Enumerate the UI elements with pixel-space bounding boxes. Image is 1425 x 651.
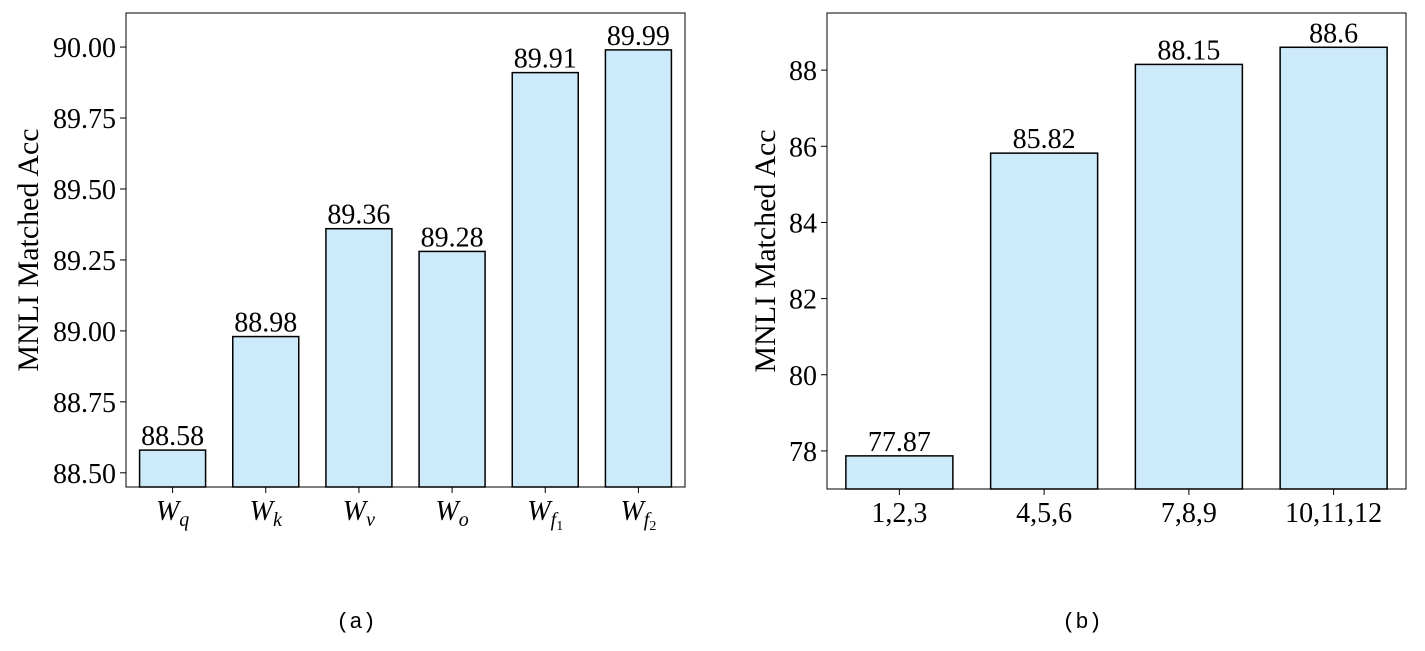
y-tick-label: 82 (789, 285, 817, 316)
x-tick-label: 10,11,12 (1285, 498, 1382, 529)
panel-caption: (b) (1062, 610, 1102, 635)
chart-panel-a: 88.58 88.98 89.36 89.28 89.91 89.99 88.50 88.75… (12, 12, 686, 635)
y-tick-label: 88 (789, 56, 817, 87)
y-tick-label: 88.50 (53, 459, 116, 490)
bar (232, 335, 300, 488)
y-tick-label: 89.00 (53, 317, 116, 348)
y-tick-label: 89.75 (53, 104, 116, 135)
x-tick-label: Wk (250, 496, 283, 531)
bar (989, 152, 1099, 490)
x-tick-label: Wq (156, 496, 189, 531)
x-tick-label: 7,8,9 (1161, 498, 1217, 529)
chart-panel-b: 77.87 85.82 88.15 88.6 78 80 82 84 86 88 1,2,3 4,5,… (749, 12, 1407, 635)
y-tick-label: 86 (789, 132, 817, 163)
y-tick-label: 88.75 (53, 388, 116, 419)
bar (845, 455, 954, 490)
data-label: 89.28 (421, 222, 484, 253)
x-tick-label: 4,5,6 (1016, 498, 1072, 529)
data-label: 88.98 (234, 308, 297, 339)
data-label: 88.58 (141, 421, 204, 452)
data-label: 88.15 (1157, 35, 1220, 66)
panel-caption: (a) (336, 610, 376, 635)
y-tick-label: 89.50 (53, 175, 116, 206)
y-axis-label: MNLI Matched Acc (749, 129, 782, 372)
bar (138, 449, 207, 488)
bar (418, 250, 486, 488)
x-tick-label: Wf1 (527, 496, 563, 534)
y-tick-label: 90.00 (53, 33, 116, 64)
y-tick-label: 84 (789, 208, 817, 239)
data-label: 88.6 (1309, 18, 1358, 49)
data-label: 85.82 (1013, 124, 1076, 155)
data-label: 89.91 (514, 44, 577, 75)
y-tick-label: 80 (789, 361, 817, 392)
bar (604, 49, 673, 488)
plot-frame (826, 12, 1407, 490)
bar (1279, 46, 1388, 490)
y-axis-label: MNLI Matched Acc (12, 128, 45, 371)
x-tick-label: 1,2,3 (871, 498, 927, 529)
bar (1134, 63, 1244, 490)
data-label: 77.87 (868, 427, 931, 458)
x-tick-label: Wo (435, 496, 468, 531)
data-label: 89.36 (327, 200, 390, 231)
y-tick-label: 78 (789, 437, 817, 468)
x-tick-label: Wv (343, 496, 375, 531)
plot-frame (125, 12, 686, 488)
bar (511, 71, 579, 488)
x-tick-label: Wf2 (620, 496, 656, 534)
bar (325, 227, 393, 488)
data-label: 89.99 (607, 21, 670, 52)
y-tick-label: 89.25 (53, 246, 116, 277)
